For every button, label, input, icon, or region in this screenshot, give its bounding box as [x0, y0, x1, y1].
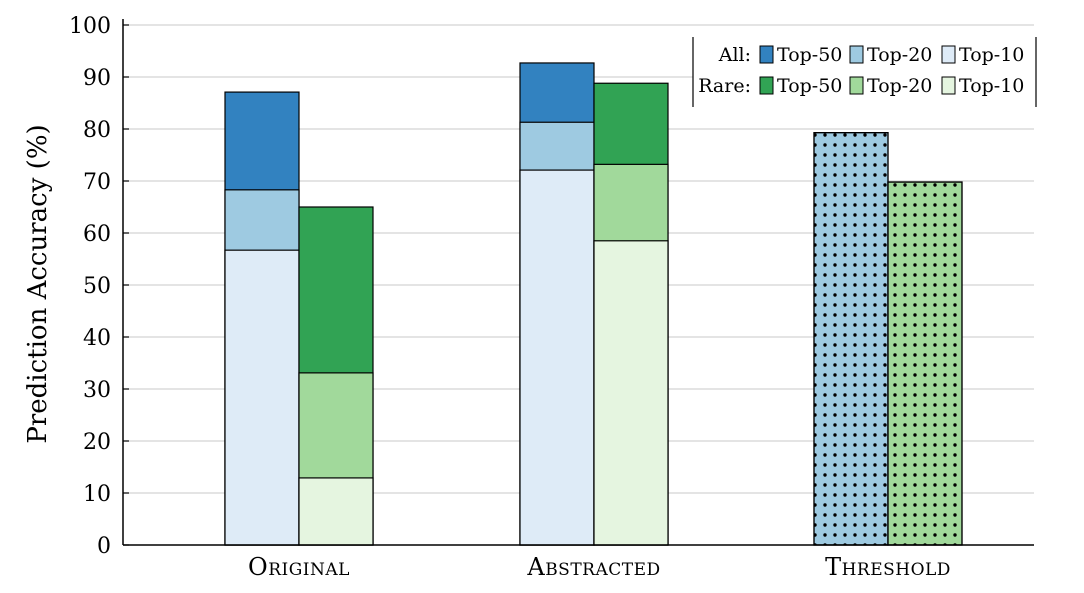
- y-tick-label: 100: [69, 14, 111, 39]
- bars: [224, 62, 963, 546]
- y-tick-labels: 0 10 20 30 40 50 60 70 80 90 100: [69, 14, 129, 559]
- bar-abstracted-rare-top-10: [593, 240, 669, 546]
- y-tick-label: 40: [83, 326, 111, 351]
- y-tick-label: 60: [83, 222, 111, 247]
- legend-entry-label: Top-10: [959, 44, 1024, 66]
- legend-swatch-all-top-20: [849, 45, 864, 64]
- bar-original-rare-top-10: [298, 477, 374, 546]
- legend: All: Top-50 Top-20 Top-10 Rare: Top-50 Top-20 T…: [692, 37, 1037, 107]
- legend-entry-label: Top-20: [867, 75, 932, 97]
- y-tick-label: 70: [83, 170, 111, 195]
- legend-swatch-rare-top-10: [941, 76, 956, 95]
- axes: [122, 19, 1034, 546]
- category-label-abstracted: Abstracted: [526, 553, 660, 581]
- y-tick-label: 80: [83, 118, 111, 143]
- legend-swatch-rare-top-20: [849, 76, 864, 95]
- category-label-original: Original: [248, 553, 350, 581]
- y-axis-label: Prediction Accuracy (%): [23, 124, 53, 443]
- legend-swatch-rare-top-50: [759, 76, 774, 95]
- bar-original-all-top-10: [224, 249, 300, 546]
- y-tick-label: 20: [83, 430, 111, 455]
- legend-entry-label: Top-50: [777, 44, 842, 66]
- bar-pattern-overlay: [887, 181, 963, 546]
- y-tick-label: 90: [83, 66, 111, 91]
- legend-row-label: Rare:: [698, 75, 751, 97]
- legend-entry-label: Top-50: [777, 75, 842, 97]
- category-label-threshold: Threshold: [825, 553, 951, 581]
- legend-background: [693, 37, 1036, 107]
- bar-pattern-overlay: [813, 132, 889, 546]
- y-tick-label: 50: [83, 274, 111, 299]
- y-tick-label: 10: [83, 482, 111, 507]
- legend-row-label: All:: [718, 44, 751, 66]
- bar-abstracted-all-top-10: [519, 169, 595, 546]
- legend-swatch-all-top-10: [941, 45, 956, 64]
- y-tick-label: 0: [97, 534, 111, 559]
- y-tick-label: 30: [83, 378, 111, 403]
- legend-swatch-all-top-50: [759, 45, 774, 64]
- legend-entry-label: Top-20: [867, 44, 932, 66]
- legend-entry-label: Top-10: [959, 75, 1024, 97]
- category-labels: Original Abstracted Threshold: [248, 553, 951, 581]
